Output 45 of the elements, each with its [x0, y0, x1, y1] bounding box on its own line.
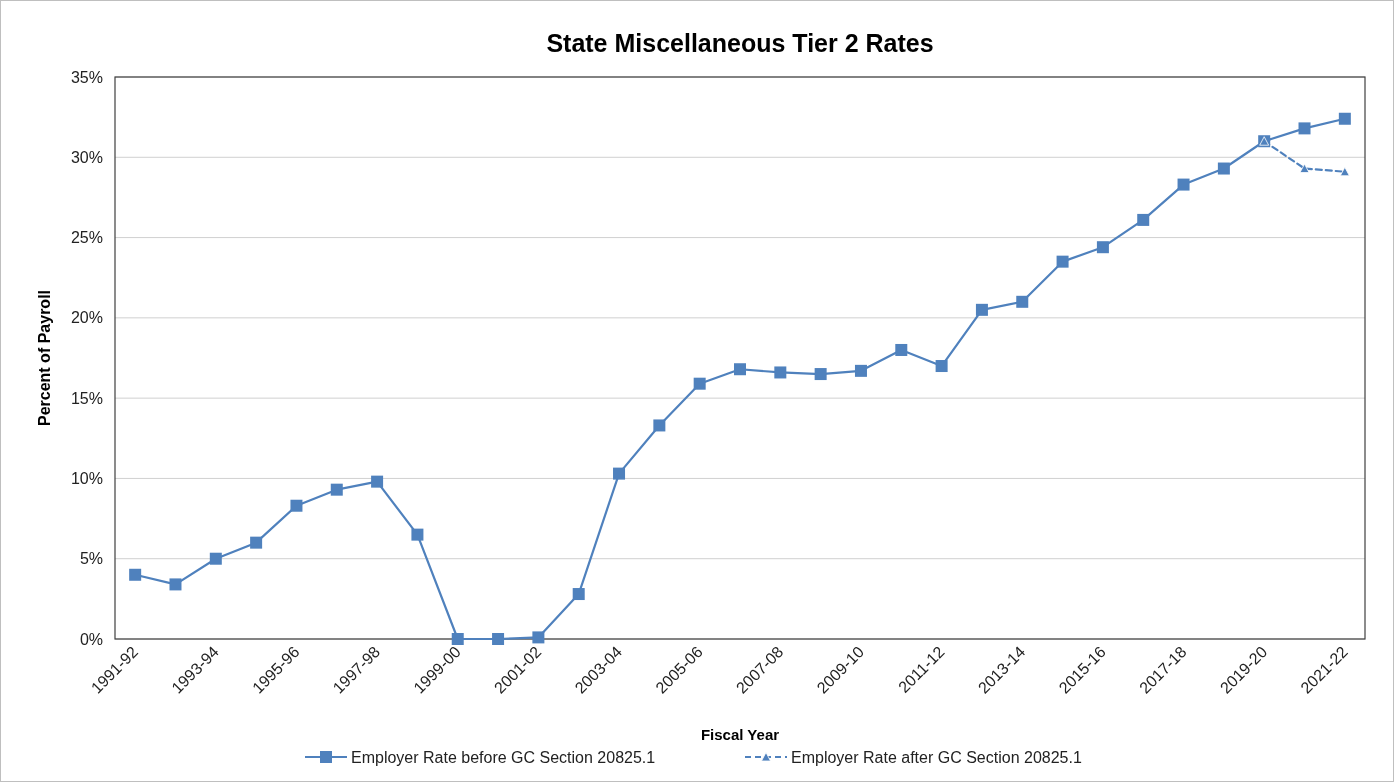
y-tick-label: 0% — [79, 630, 103, 648]
y-tick-label: 10% — [70, 470, 103, 488]
point — [895, 343, 908, 356]
point — [1137, 213, 1150, 226]
legend-label: Employer Rate after GC Section 20825.1 — [791, 748, 1082, 766]
point — [411, 528, 424, 541]
y-tick-label: 5% — [79, 550, 103, 568]
point — [1299, 163, 1310, 173]
point — [532, 631, 545, 644]
point — [935, 360, 948, 373]
point — [1217, 162, 1230, 175]
x-axis-title: Fiscal Year — [700, 726, 780, 743]
point — [1096, 241, 1109, 254]
point — [854, 364, 867, 377]
point — [492, 633, 505, 645]
point — [1056, 255, 1069, 268]
point — [613, 467, 626, 480]
point — [975, 303, 988, 316]
point — [1016, 295, 1029, 308]
point — [653, 419, 666, 432]
point — [814, 368, 827, 381]
point — [290, 499, 303, 512]
point — [330, 483, 343, 496]
point — [209, 552, 222, 565]
y-tick-label: 25% — [70, 229, 103, 247]
chart-title: State Miscellaneous Tier 2 Rates — [546, 29, 934, 57]
point — [1298, 122, 1311, 135]
point — [1338, 112, 1351, 125]
legend-label: Employer Rate before GC Section 20825.1 — [351, 748, 656, 766]
y-tick-label: 15% — [70, 389, 103, 407]
point — [451, 633, 464, 645]
point — [250, 536, 263, 549]
point — [774, 366, 787, 379]
point — [1339, 166, 1350, 177]
point — [572, 588, 585, 601]
point — [371, 475, 384, 488]
point — [734, 363, 746, 376]
point — [1177, 178, 1190, 191]
point — [129, 568, 142, 581]
y-axis-title: Percent of Payroll — [36, 289, 53, 427]
point — [169, 578, 182, 591]
y-tick-label: 20% — [70, 309, 103, 327]
y-tick-label: 30% — [70, 148, 103, 166]
point — [693, 377, 706, 390]
y-tick-label: 35% — [70, 68, 103, 86]
